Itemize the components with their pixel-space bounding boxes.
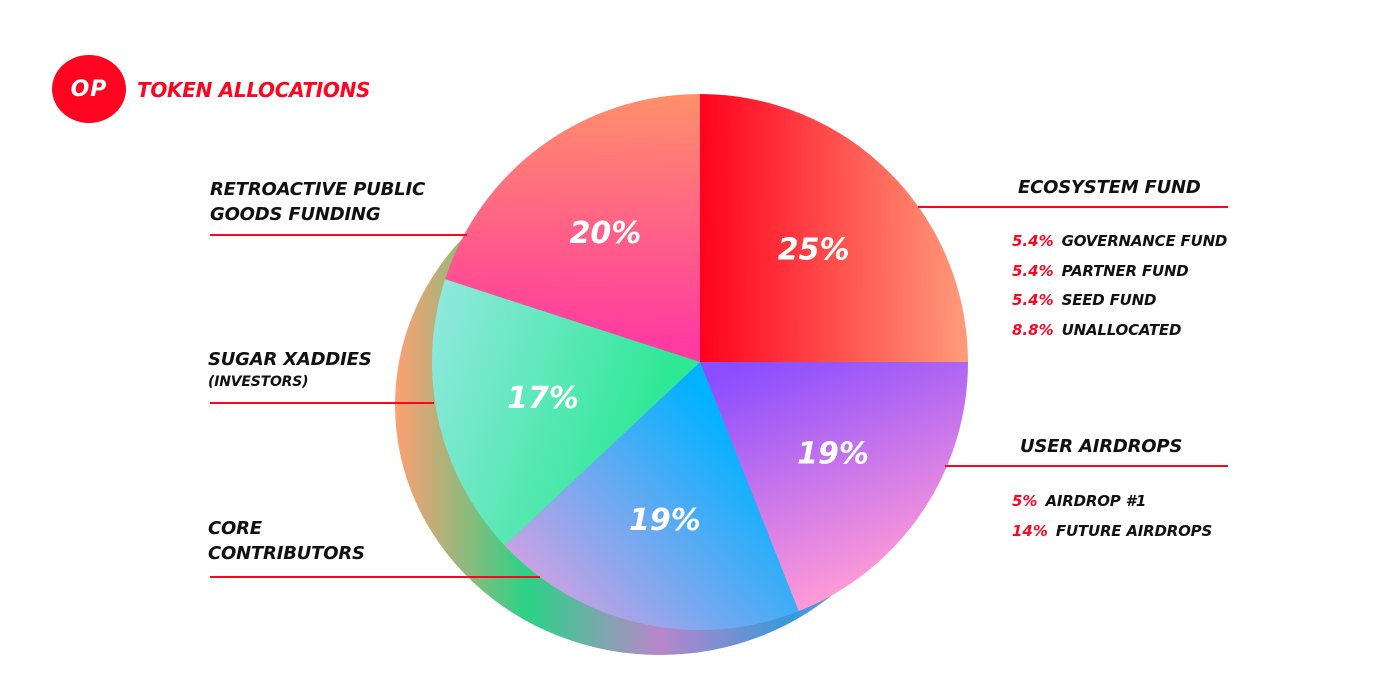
breakdown-row: 5.4% SEED FUND [1012,291,1227,321]
breakdown-name: PARTNER FUND [1061,261,1189,280]
slice-value-label-user-airdrops: 19% [797,436,869,471]
breakdown-row: 14% FUTURE AIRDROPS [1012,522,1212,552]
breakdown-value: 5.4% [1012,291,1054,309]
breakdown-row: 5% AIRDROP #1 [1012,492,1212,522]
slice-value-label-sugar-xaddies: 17% [507,381,579,416]
sugar-xaddies-name: SUGAR XADDIES [208,349,372,370]
breakdown-value: 14% [1012,521,1048,540]
label-core-contributors: CORE CONTRIBUTORS [208,516,378,566]
slice-value-label-core-contributors: 19% [629,503,701,538]
breakdown-name: FUTURE AIRDROPS [1055,521,1213,540]
breakdown-value: 5.4% [1012,261,1054,280]
pie-slice-ecosystem-fund [700,94,968,362]
retroactive-public-goods-funding-name: RETROACTIVE PUBLIC GOODS FUNDING [210,179,425,225]
slice-value-label-retroactive-public-goods-funding: 20% [570,216,642,251]
label-user-airdrops: USER AIRDROPS [1020,434,1182,459]
user-airdrops-name: USER AIRDROPS [1020,436,1183,457]
op-logo-text: OP [70,76,108,102]
page-title: TOKEN ALLOCATIONS [137,78,371,102]
breakdown-name: SEED FUND [1061,291,1157,309]
pie-slice-user-airdrops [700,362,968,612]
leader-line-retroactive [210,234,467,236]
label-sugar-xaddies: SUGAR XADDIES (INVESTORS) [208,347,372,392]
breakdown-row: 5.4% GOVERNANCE FUND [1012,232,1227,262]
label-retroactive-public-goods-funding: RETROACTIVE PUBLIC GOODS FUNDING [210,177,445,227]
breakdown-value: 5.4% [1012,232,1054,250]
sugar-xaddies-subtitle: (INVESTORS) [208,374,309,390]
pie-slice-sugar-xaddies [432,279,700,546]
leader-line-core-contributors [210,576,540,578]
slice-value-label-ecosystem-fund: 25% [778,232,850,267]
user-airdrops-breakdown: 5% AIRDROP #1 14% FUTURE AIRDROPS [1012,492,1212,551]
leader-line-sugar-xaddies [210,402,434,404]
leader-line-user-airdrops [945,465,1228,467]
core-contributors-name: CORE CONTRIBUTORS [208,518,365,564]
pie-slice-retroactive-public-goods-funding [445,94,700,362]
breakdown-value: 8.8% [1012,320,1054,339]
ecosystem-fund-name: ECOSYSTEM FUND [1018,177,1201,198]
breakdown-row: 5.4% PARTNER FUND [1012,262,1227,292]
breakdown-name: GOVERNANCE FUND [1061,232,1228,250]
breakdown-name: UNALLOCATED [1061,320,1182,339]
op-logo: OP [52,55,126,123]
ecosystem-fund-breakdown: 5.4% GOVERNANCE FUND 5.4% PARTNER FUND 5.4… [1012,232,1227,350]
pie-slice-core-contributors [504,362,799,630]
breakdown-value: 5% [1012,492,1038,510]
breakdown-row: 8.8% UNALLOCATED [1012,321,1227,351]
label-ecosystem-fund: ECOSYSTEM FUND [1018,175,1201,200]
breakdown-name: AIRDROP #1 [1045,492,1147,510]
leader-line-ecosystem-fund [918,206,1228,208]
